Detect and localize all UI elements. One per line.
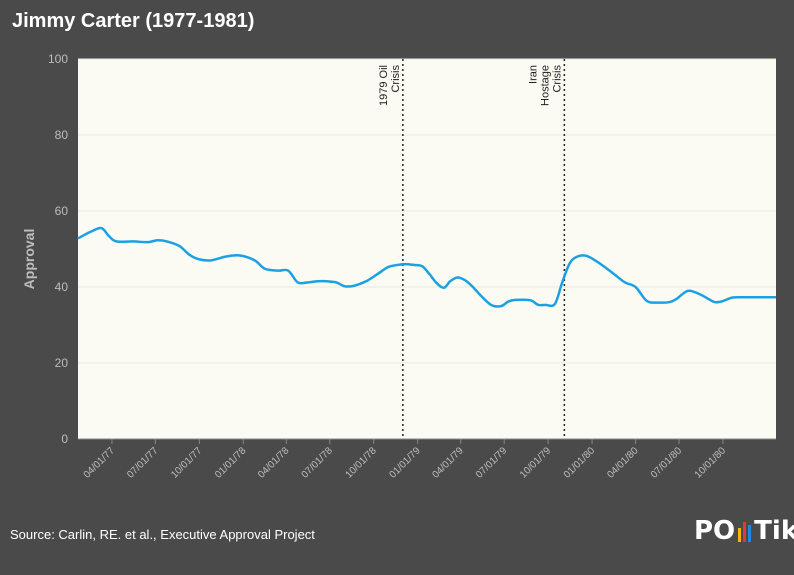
y-axis-label: Approval xyxy=(21,229,37,290)
y-tick-label: 100 xyxy=(48,52,68,66)
x-tick-label: 10/01/79 xyxy=(518,445,554,481)
x-tick-label: 04/01/80 xyxy=(605,445,641,481)
x-tick-label: 07/01/79 xyxy=(474,445,510,481)
x-tick-label: 10/01/78 xyxy=(344,445,380,481)
x-tick-label: 10/01/80 xyxy=(693,445,729,481)
approval-series-line xyxy=(77,226,776,308)
y-tick-label: 0 xyxy=(61,432,68,446)
y-tick-label: 80 xyxy=(55,128,69,142)
x-tick-label: 07/01/80 xyxy=(649,445,685,481)
chart-title: Jimmy Carter (1977-1981) xyxy=(12,10,255,32)
x-tick-label: 10/01/77 xyxy=(169,445,205,481)
y-tick-label: 60 xyxy=(55,204,69,218)
source-note: Source: Carlin, RE. et al., Executive Ap… xyxy=(10,527,315,542)
x-tick-label: 04/01/78 xyxy=(256,445,292,481)
annotation-label: Crisis xyxy=(551,65,563,93)
x-tick-label: 04/01/77 xyxy=(82,445,118,481)
plot-area xyxy=(78,59,776,439)
x-tick-label: 04/01/79 xyxy=(430,445,466,481)
politik-logo: PO Tik xyxy=(694,516,794,546)
logo-left-text: PO xyxy=(694,516,736,546)
annotation-label: Iran xyxy=(527,65,539,84)
y-tick-label: 20 xyxy=(55,356,69,370)
x-tick-label: 01/01/80 xyxy=(562,445,598,481)
x-tick-label: 01/01/79 xyxy=(387,445,423,481)
y-tick-label: 40 xyxy=(55,280,69,294)
x-tick-label: 07/01/77 xyxy=(125,445,161,481)
logo-bars-icon xyxy=(738,520,752,542)
annotation-label: 1979 Oil xyxy=(378,65,390,106)
logo-right-text: Tik xyxy=(754,516,794,546)
annotation-label: Crisis xyxy=(390,65,402,93)
x-tick-label: 01/01/78 xyxy=(213,445,249,481)
annotation-label: Hostage xyxy=(539,65,551,106)
x-tick-label: 07/01/78 xyxy=(300,445,336,481)
